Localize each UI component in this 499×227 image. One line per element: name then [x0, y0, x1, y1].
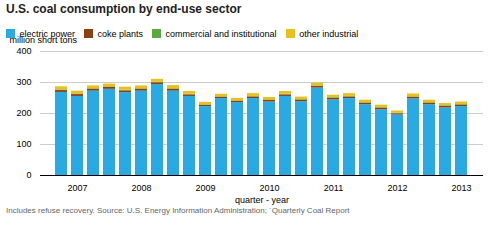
svg-text:quarter - year: quarter - year: [235, 195, 289, 205]
svg-text:2012: 2012: [387, 183, 407, 193]
svg-text:million short tons: million short tons: [10, 35, 78, 45]
svg-text:2008: 2008: [131, 183, 151, 193]
svg-text:2013: 2013: [451, 183, 471, 193]
svg-text:100: 100: [16, 139, 31, 149]
svg-text:2011: 2011: [324, 183, 343, 193]
svg-text:200: 200: [16, 108, 31, 118]
svg-text:2010: 2010: [259, 183, 279, 193]
svg-text:2007: 2007: [67, 183, 87, 193]
svg-text:2009: 2009: [195, 183, 215, 193]
svg-text:300: 300: [16, 77, 31, 87]
svg-text:400: 400: [16, 46, 31, 56]
svg-text:0: 0: [26, 170, 31, 180]
